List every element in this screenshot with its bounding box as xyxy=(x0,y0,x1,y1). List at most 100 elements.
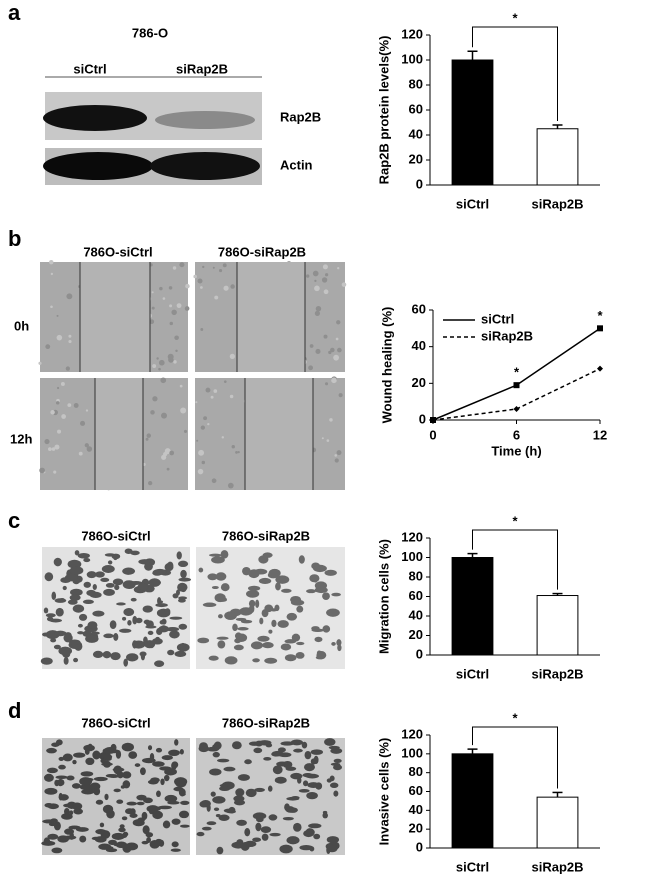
cell-texture xyxy=(323,289,329,295)
bar xyxy=(536,796,579,849)
stained-cell xyxy=(135,617,143,624)
stained-cell xyxy=(149,752,155,762)
stained-cell xyxy=(51,742,60,747)
wound-gap xyxy=(95,378,143,490)
stained-cell xyxy=(143,797,153,804)
stained-cell xyxy=(119,824,125,829)
stained-cell xyxy=(167,649,175,656)
stained-cell xyxy=(280,741,295,746)
stained-cell xyxy=(51,591,57,600)
stained-cell xyxy=(122,580,136,589)
stained-cell xyxy=(324,738,336,746)
cell-texture xyxy=(201,460,206,465)
stained-cell xyxy=(130,550,140,556)
cell-texture xyxy=(193,274,197,279)
stained-cell xyxy=(177,560,189,568)
cell-texture xyxy=(322,264,328,270)
stained-cell xyxy=(259,617,264,625)
stained-cell xyxy=(58,756,65,761)
cell-texture xyxy=(176,303,182,309)
cell-texture xyxy=(78,451,83,456)
stained-cell xyxy=(77,552,90,559)
stained-cell xyxy=(122,831,129,837)
stained-cell xyxy=(142,825,150,835)
band-label: Actin xyxy=(280,157,313,172)
panel-label: c xyxy=(8,508,20,533)
stained-cell xyxy=(123,608,135,617)
stained-cell xyxy=(242,566,251,576)
stained-cell xyxy=(206,821,217,826)
stained-cell xyxy=(179,824,190,828)
cell-texture xyxy=(152,396,158,402)
stained-cell xyxy=(122,780,131,789)
stained-cell xyxy=(180,800,190,805)
stained-cell xyxy=(123,658,129,667)
stained-cell xyxy=(95,571,105,578)
stained-cell xyxy=(53,619,60,623)
stained-cell xyxy=(113,554,118,561)
stained-cell xyxy=(152,810,163,820)
cell-texture xyxy=(314,285,320,292)
stained-cell xyxy=(245,788,257,798)
cell-texture xyxy=(44,439,50,445)
stained-cell xyxy=(337,644,342,652)
stained-cell xyxy=(147,745,153,751)
stained-cell xyxy=(313,833,321,840)
cell-texture xyxy=(174,335,179,341)
stained-cell xyxy=(260,826,272,833)
cell-texture xyxy=(326,439,330,442)
y-tick-label: 0 xyxy=(416,176,423,191)
cell-texture xyxy=(56,386,60,390)
stained-cell xyxy=(141,811,148,820)
cell-texture xyxy=(197,278,203,284)
stained-cell xyxy=(312,564,327,573)
stained-cell xyxy=(159,620,165,625)
stained-cell xyxy=(102,651,112,659)
cell-texture xyxy=(336,320,341,325)
cell-texture xyxy=(85,409,89,412)
stained-cell xyxy=(104,793,109,801)
y-tick-label: 0 xyxy=(419,411,426,426)
stained-cell xyxy=(207,573,218,581)
stained-cell xyxy=(95,799,104,805)
stained-cell xyxy=(126,653,139,662)
stained-cell xyxy=(239,607,253,616)
stained-cell xyxy=(69,594,81,601)
stained-cell xyxy=(147,630,154,636)
cell-texture xyxy=(151,291,154,294)
cell-texture xyxy=(173,360,177,364)
stained-cell xyxy=(69,831,74,840)
stained-cell xyxy=(174,650,187,658)
stained-cell xyxy=(50,638,57,643)
stained-cell xyxy=(93,776,108,782)
cell-texture xyxy=(334,458,339,463)
stained-cell xyxy=(157,805,172,810)
stained-cell xyxy=(277,747,286,753)
stained-cell xyxy=(315,782,323,790)
stained-cell xyxy=(51,847,63,854)
stained-cell xyxy=(139,767,146,776)
cell-texture xyxy=(179,262,185,268)
stained-cell xyxy=(114,584,120,591)
cell-texture xyxy=(331,377,337,384)
cell-texture xyxy=(158,367,161,371)
stained-cell xyxy=(62,753,73,762)
stained-cell xyxy=(100,758,106,764)
stained-cell xyxy=(40,657,53,665)
stained-cell xyxy=(326,836,340,844)
stained-cell xyxy=(122,771,132,779)
stained-cell xyxy=(61,813,73,820)
stained-cell xyxy=(43,607,49,614)
legend-label: siRap2B xyxy=(481,328,533,343)
stained-cell xyxy=(54,779,60,787)
y-tick-label: 20 xyxy=(409,151,423,166)
stained-cell xyxy=(326,845,338,853)
cell-texture xyxy=(309,344,314,348)
stained-cell xyxy=(83,581,91,588)
stained-cell xyxy=(276,761,289,767)
stained-cell xyxy=(63,657,69,665)
stained-cell xyxy=(115,749,122,759)
cell-texture xyxy=(312,270,319,277)
stained-cell xyxy=(132,640,138,649)
point xyxy=(430,417,436,423)
